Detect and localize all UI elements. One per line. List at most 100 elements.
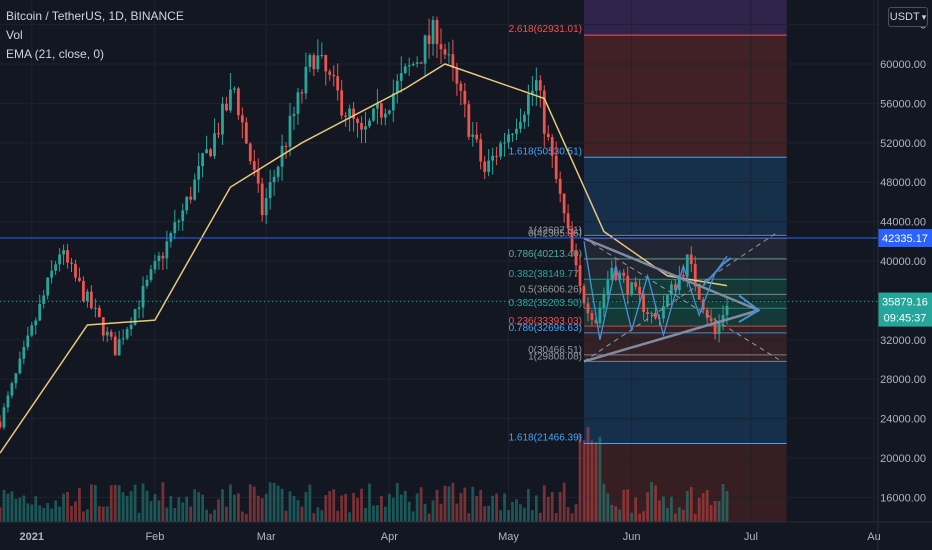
- volume-bar: [439, 503, 443, 522]
- volume-bar: [153, 494, 157, 522]
- candle-body: [558, 178, 562, 194]
- ema-label[interactable]: EMA (21, close, 0): [6, 47, 105, 61]
- volume-bar: [38, 505, 42, 522]
- candle-body: [590, 313, 594, 320]
- volume-bar: [6, 493, 10, 522]
- volume-bar: [507, 509, 510, 522]
- volume-bar: [570, 513, 574, 522]
- apex-arrow: [738, 294, 761, 323]
- candle-body: [34, 320, 38, 326]
- candle-body: [491, 155, 495, 161]
- volume-bar: [280, 488, 284, 522]
- volume-bar: [610, 504, 614, 522]
- currency-button[interactable]: USDT ▾: [888, 7, 928, 27]
- volume-bar: [221, 489, 224, 522]
- candle-body: [264, 198, 268, 216]
- volume-bar: [42, 507, 46, 522]
- candle-body: [316, 55, 320, 70]
- fib-retracement-label: 0(30466.51): [528, 345, 582, 356]
- candle-body: [383, 113, 387, 118]
- volume-bar: [356, 497, 359, 522]
- volume-bar: [721, 484, 725, 522]
- symbol-title[interactable]: Bitcoin / TetherUS, 1D, BINANCE: [6, 9, 184, 23]
- volume-bar: [395, 483, 399, 522]
- volume-bar: [236, 493, 240, 522]
- volume-bar: [117, 485, 121, 522]
- triangle-upper-line: [583, 237, 760, 312]
- candle-body: [666, 295, 669, 306]
- volume-bar: [141, 483, 145, 522]
- trend-drawings[interactable]: [583, 231, 779, 363]
- volume-bar: [74, 501, 77, 522]
- candle-body: [399, 73, 403, 81]
- fib-retracement-label: 0.5(36606.26): [520, 284, 582, 295]
- candle-body: [471, 134, 475, 137]
- volume-bar: [157, 500, 161, 522]
- candle-body: [173, 222, 177, 234]
- price-axis[interactable]: 16000.00 20000.00 24000.00 28000.00 32000.00…: [878, 0, 932, 550]
- volume-bar: [586, 427, 590, 522]
- volume-bar: [268, 482, 272, 522]
- volume-bar: [86, 509, 89, 522]
- candle-body: [626, 275, 630, 295]
- volume-bar: [662, 496, 665, 522]
- candle-body: [304, 66, 308, 94]
- candle-body: [650, 312, 653, 314]
- candle-body: [689, 254, 693, 265]
- candle-body: [368, 120, 371, 127]
- candle-body: [292, 113, 296, 116]
- volume-bar: [459, 492, 463, 522]
- candle-body: [22, 347, 26, 359]
- volume-bar: [284, 510, 288, 522]
- candle-body: [201, 153, 205, 167]
- volume-bar: [415, 493, 419, 522]
- candle-body: [443, 49, 447, 55]
- price-tick-label: 28000.00: [880, 374, 926, 386]
- volume-bar: [189, 506, 193, 522]
- candle-body: [554, 155, 558, 179]
- volume-bar: [240, 511, 244, 522]
- candle-body: [14, 373, 18, 384]
- volume-bar: [10, 491, 14, 522]
- candle-body: [602, 294, 606, 308]
- volume-bar: [332, 489, 336, 522]
- volume-bar: [515, 499, 518, 522]
- volume-bar: [399, 494, 403, 522]
- candle-body: [693, 264, 697, 287]
- candle-body: [534, 80, 538, 91]
- volume-label[interactable]: Vol: [6, 28, 23, 42]
- candle-body: [50, 270, 54, 278]
- fib-zone-purple: [584, 0, 787, 36]
- dashed-extension-up: [583, 231, 779, 362]
- candle-body: [113, 336, 117, 356]
- fib-retracement-label: 0.786(40213.40): [509, 249, 582, 260]
- candle-body: [46, 277, 50, 296]
- candle-body: [646, 312, 649, 314]
- volume-bar: [89, 484, 93, 522]
- fib-extension-label: 2.618(62931.01): [509, 24, 582, 35]
- candle-body: [205, 149, 208, 154]
- candle-body: [530, 90, 534, 95]
- volume-bar: [427, 513, 431, 522]
- price-axis-bg: [878, 0, 932, 550]
- volume-bar: [594, 442, 598, 522]
- breakout-arrow: [702, 257, 732, 287]
- volume-bar: [407, 501, 411, 522]
- candle-body: [109, 331, 113, 337]
- candle-body: [463, 90, 467, 105]
- candle-body: [598, 307, 602, 324]
- volume-bar: [161, 482, 165, 522]
- volume-bar: [495, 493, 498, 522]
- volume-bar: [725, 491, 729, 522]
- fib-zone-teal: [584, 279, 787, 327]
- horizontal-level-label: 42335.17: [882, 233, 928, 245]
- volume-bar: [316, 507, 320, 522]
- candle-body: [459, 83, 463, 91]
- volume-bar: [455, 503, 459, 522]
- volume-bar: [435, 489, 439, 522]
- candle-body: [662, 305, 665, 319]
- volume-bar: [383, 506, 387, 522]
- candle-body: [6, 395, 10, 408]
